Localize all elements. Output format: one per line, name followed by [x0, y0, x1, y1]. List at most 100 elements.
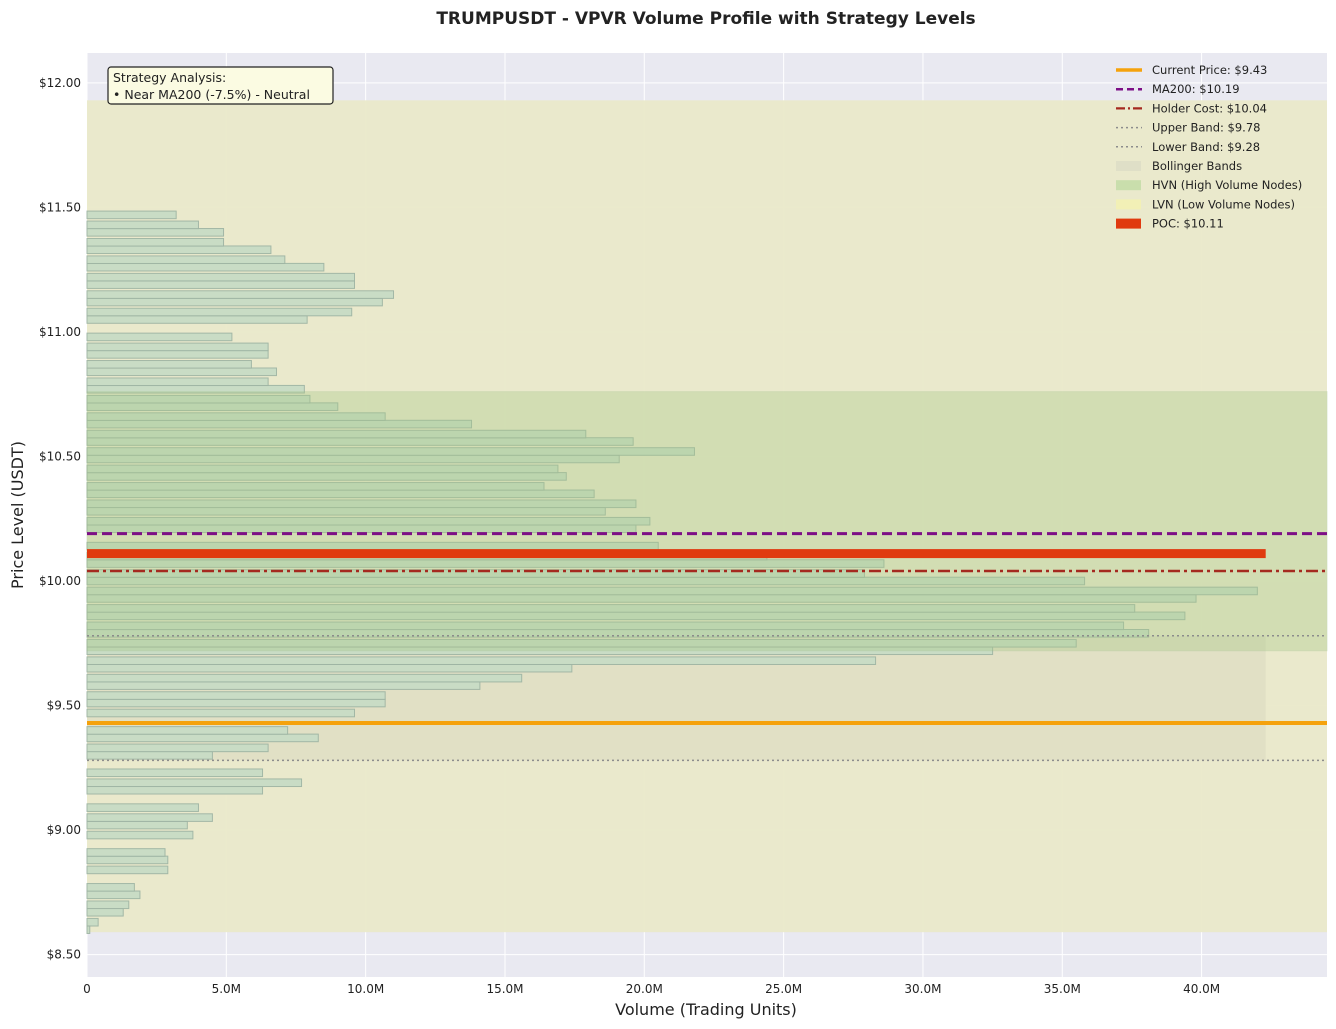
x-axis-label: Volume (Trading Units) [615, 1000, 797, 1019]
x-tick-label: 20.0M [626, 982, 663, 996]
volume-bar [86, 307, 353, 317]
annotation-box [107, 66, 334, 105]
legend-swatch [1116, 180, 1141, 191]
y-tick-label: $12.00 [39, 76, 81, 90]
volume-bar [86, 586, 1258, 596]
volume-bar [86, 412, 386, 421]
volume-bar [86, 883, 135, 892]
volume-bar [86, 210, 177, 220]
volume-bar [86, 464, 559, 474]
volume-bar [86, 638, 1077, 648]
volume-bar [86, 569, 865, 578]
volume-bar [86, 778, 303, 788]
chart-title: TRUMPUSDT - VPVR Volume Profile with Str… [436, 9, 975, 29]
volume-bar [86, 394, 311, 404]
y-tick-label: $11.50 [39, 200, 81, 214]
volume-bar [86, 855, 169, 865]
volume-bar [86, 255, 286, 265]
volume-bar [86, 290, 395, 299]
volume-bar [86, 865, 169, 875]
volume-bar [86, 813, 213, 822]
volume-bar [86, 220, 199, 230]
volume-bar [86, 621, 1125, 631]
volume-bar [86, 516, 651, 526]
volume-bar [86, 367, 277, 377]
x-tick-label: 30.0M [904, 982, 941, 996]
legend-label: MA200: $10.19 [1152, 82, 1240, 96]
legend-label: Upper Band: $9.78 [1152, 121, 1260, 135]
x-tick-label: 35.0M [1044, 982, 1081, 996]
legend: Current Price: $9.43 MA200: $10.19 Holder … [1116, 63, 1302, 231]
legend-label: HVN (High Volume Nodes) [1152, 178, 1302, 192]
volume-bar [86, 848, 166, 857]
legend-swatch [1116, 161, 1141, 171]
x-tick-label: 25.0M [765, 982, 802, 996]
volume-bar [86, 803, 199, 812]
x-tick-label: 10.0M [347, 982, 384, 996]
volume-bar [86, 499, 637, 509]
y-tick-label: $10.00 [39, 574, 81, 588]
x-tick-label: 0 [83, 982, 91, 996]
y-tick-label: $8.50 [47, 948, 81, 962]
y-axis-label: Price Level (USDT) [8, 441, 27, 589]
volume-bar [86, 350, 269, 359]
y-axis-ticks: $8.50 $9.00 $9.50 $10.00 $10.50 $11.00 $11.50 $… [39, 76, 81, 962]
x-axis-ticks: 0 5.0M 10.0M 15.0M 20.0M 25.0M 30.0M 35.0M 40.0M [83, 982, 1220, 996]
volume-bar [86, 297, 383, 307]
legend-label: Current Price: $9.43 [1152, 63, 1267, 77]
volume-bar [86, 681, 481, 690]
x-tick-label: 40.0M [1183, 982, 1220, 996]
y-tick-label: $10.50 [39, 449, 81, 463]
legend-label: Holder Cost: $10.04 [1152, 101, 1267, 115]
volume-bar [86, 785, 264, 795]
volume-bar [86, 332, 233, 342]
volume-bar [86, 925, 91, 934]
volume-bar [86, 342, 269, 352]
annotation-line-2: • Near MA200 (-7.5%) - Neutral [113, 87, 310, 102]
volume-bar [86, 315, 308, 324]
volume-bar [86, 237, 225, 247]
hvn-zone [86, 391, 1328, 652]
volume-bar [86, 733, 319, 743]
volume-bar [86, 768, 264, 778]
legend-swatch [1116, 218, 1141, 229]
volume-bar [86, 429, 587, 439]
volume-bar [86, 890, 141, 900]
volume-bar [86, 656, 877, 665]
strategy-annotation: Strategy Analysis: • Near MA200 (-7.5%) … [107, 66, 334, 105]
volume-bar [86, 228, 225, 237]
volume-bar [86, 663, 573, 673]
volume-bar [86, 907, 124, 917]
volume-bar [86, 698, 386, 708]
legend-swatch [1116, 199, 1141, 210]
y-tick-label: $9.00 [47, 823, 81, 837]
legend-label: Lower Band: $9.28 [1152, 140, 1260, 154]
volume-bar [86, 245, 272, 255]
volume-bar [86, 482, 545, 491]
volume-bar [86, 743, 269, 753]
legend-label: POC: $10.11 [1152, 217, 1224, 231]
volume-bar [86, 820, 188, 830]
volume-bar [86, 751, 213, 760]
volume-bar [86, 280, 356, 289]
y-tick-label: $11.00 [39, 325, 81, 339]
volume-bar [86, 900, 130, 910]
volume-bar [86, 447, 695, 456]
poc-bar [87, 549, 1266, 559]
legend-label: Bollinger Bands [1152, 159, 1242, 173]
lvn-zone [87, 100, 1327, 933]
x-tick-label: 15.0M [486, 982, 523, 996]
volume-bar [86, 360, 252, 369]
volume-bar [86, 708, 356, 718]
y-tick-label: $9.50 [47, 699, 81, 713]
volume-bar [86, 377, 269, 387]
volume-bar [86, 917, 99, 927]
volume-bar [86, 691, 386, 700]
annotation-line-1: Strategy Analysis: [113, 70, 226, 85]
volume-bar [86, 673, 523, 683]
volume-bar [86, 262, 325, 272]
legend-label: LVN (Low Volume Nodes) [1152, 197, 1295, 211]
volume-bar [86, 830, 194, 840]
x-tick-label: 5.0M [212, 982, 241, 996]
